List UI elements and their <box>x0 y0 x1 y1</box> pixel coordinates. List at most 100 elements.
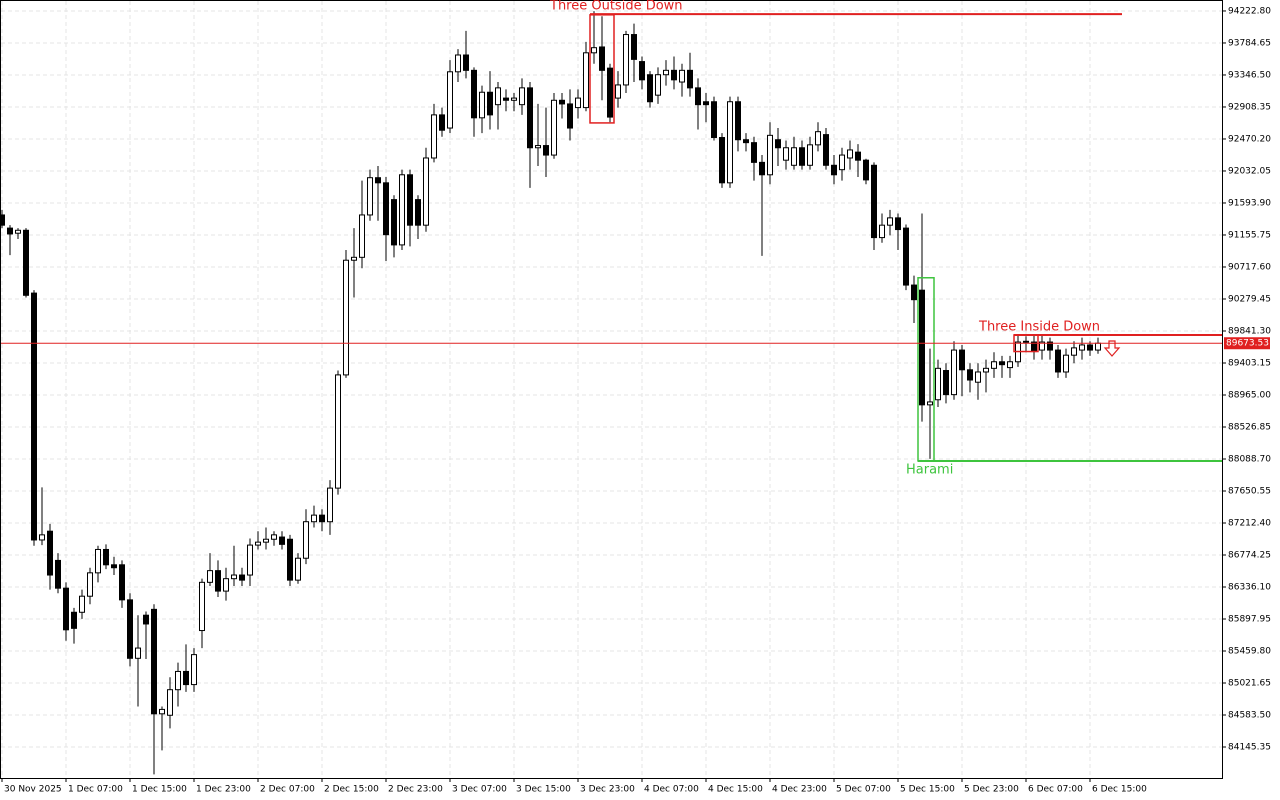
candle-body <box>135 647 141 659</box>
y-tick-label: 85021.65 <box>1228 679 1271 689</box>
candle-body <box>463 54 469 71</box>
y-tick-label: 84145.35 <box>1228 743 1271 753</box>
y-tick-label: 88526.85 <box>1228 422 1271 432</box>
candle-body <box>919 289 925 406</box>
candle-body <box>127 599 133 659</box>
candle-body <box>55 559 61 589</box>
x-tick-label: 5 Dec 23:00 <box>964 785 1019 795</box>
candle-body <box>719 137 725 184</box>
candle-body <box>367 177 373 216</box>
y-tick-label: 87650.55 <box>1228 486 1271 496</box>
candle-body <box>543 145 549 156</box>
candle-body <box>479 91 485 119</box>
candle-body <box>679 69 685 83</box>
candle-body <box>767 134 773 176</box>
candle-body <box>215 570 221 592</box>
candle-body <box>623 34 629 86</box>
candle-body <box>975 371 981 383</box>
candle-body <box>39 534 45 541</box>
plot-frame <box>0 0 1223 779</box>
candle-body <box>551 99 557 156</box>
x-tick-label: 4 Dec 15:00 <box>708 785 763 795</box>
candle-body <box>311 514 317 523</box>
candle-body <box>511 97 517 101</box>
candle-body <box>207 570 213 583</box>
candle-body <box>591 47 597 54</box>
candle-body <box>1095 342 1101 351</box>
candle-body <box>15 229 21 234</box>
candle-body <box>199 581 205 632</box>
candle-body <box>727 101 733 184</box>
x-tick-label: 2 Dec 15:00 <box>324 785 379 795</box>
candle-body <box>119 564 125 601</box>
candle-body <box>655 74 661 96</box>
candles <box>0 11 1101 775</box>
y-tick-label: 93784.65 <box>1228 38 1271 48</box>
candle-body <box>631 34 637 60</box>
candle-body <box>839 154 845 171</box>
candle-body <box>503 97 509 101</box>
x-tick-label: 30 Nov 2025 <box>4 785 62 795</box>
candle-body <box>967 369 973 381</box>
candle-body <box>959 349 965 371</box>
candle-body <box>751 142 757 163</box>
candle-body <box>255 541 261 546</box>
candle-body <box>647 74 653 103</box>
y-tick-label: 93346.50 <box>1228 70 1271 80</box>
candle-body <box>847 149 853 159</box>
candle-body <box>911 284 917 301</box>
x-tick-label: 4 Dec 07:00 <box>644 785 699 795</box>
candle-body <box>791 147 797 166</box>
candle-body <box>799 147 805 166</box>
candle-body <box>431 114 437 159</box>
candle-body <box>599 46 605 71</box>
candle-body <box>303 521 309 559</box>
candle-body <box>343 259 349 376</box>
candle-body <box>991 361 997 369</box>
y-tick-label: 90279.45 <box>1228 294 1271 304</box>
candle-body <box>815 131 821 146</box>
candle-body <box>95 548 101 574</box>
candle-body <box>519 87 525 106</box>
y-tick-label: 84583.50 <box>1228 711 1271 721</box>
candle-body <box>47 530 53 576</box>
y-tick-label: 88088.70 <box>1228 454 1271 464</box>
candle-body <box>151 608 157 715</box>
candle-body <box>495 87 501 106</box>
candle-body <box>663 69 669 76</box>
candle-body <box>1055 349 1061 373</box>
candle-body <box>439 114 445 131</box>
pattern-label: Harami <box>906 462 953 477</box>
candle-body <box>167 689 173 716</box>
candle-body <box>527 87 533 149</box>
y-tick-label: 90717.60 <box>1228 262 1271 272</box>
candle-body <box>1047 341 1053 351</box>
candle-body <box>1007 361 1013 369</box>
y-tick-label: 94222.80 <box>1228 6 1271 16</box>
candle-body <box>687 69 693 89</box>
x-tick-label: 1 Dec 07:00 <box>68 785 123 795</box>
candle-body <box>487 91 493 116</box>
x-tick-label: 2 Dec 07:00 <box>260 785 315 795</box>
candle-body <box>271 534 277 540</box>
candle-body <box>775 139 781 149</box>
y-tick-label: 88965.00 <box>1228 390 1271 400</box>
candle-body <box>239 574 245 581</box>
x-tick-label: 6 Dec 15:00 <box>1092 785 1147 795</box>
candle-body <box>1079 344 1085 351</box>
x-tick-label: 1 Dec 15:00 <box>132 785 187 795</box>
candle-body <box>0 214 5 226</box>
candle-body <box>399 174 405 246</box>
pattern-label: Three Outside Down <box>549 0 683 14</box>
candle-body <box>1071 347 1077 356</box>
y-tick-label: 85459.80 <box>1228 647 1271 657</box>
candle-body <box>1087 344 1093 351</box>
grid <box>1 1 1222 778</box>
y-tick-label: 86336.10 <box>1228 582 1271 592</box>
candle-body <box>375 177 381 184</box>
candle-body <box>79 595 85 613</box>
candle-body <box>23 229 29 296</box>
candle-body <box>951 349 957 396</box>
candle-body <box>143 614 149 625</box>
